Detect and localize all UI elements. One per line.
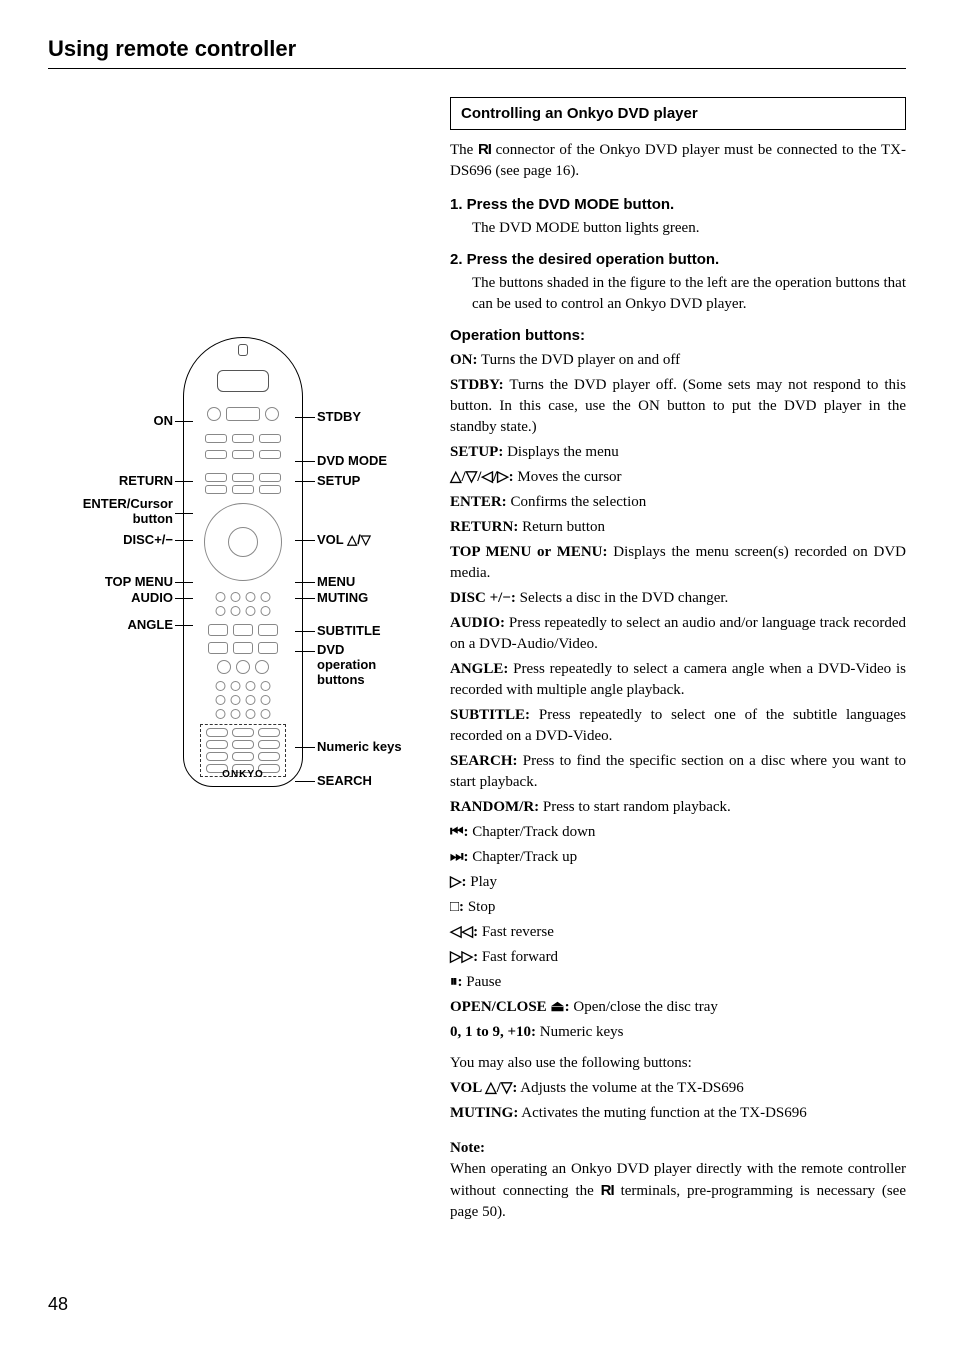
diagram-label: SEARCH (317, 773, 372, 788)
operation-line: ON: Turns the DVD player on and off (450, 350, 906, 371)
diagram-label: DISC+/− (123, 532, 173, 547)
remote-row (216, 606, 271, 616)
remote-diagram: ONKYO ON RETURN ENTER/Cursorbutton DISC+/− T… (48, 337, 418, 1037)
diagram-label: RETURN (119, 473, 173, 488)
intro-paragraph: The RI connector of the Onkyo DVD player… (450, 139, 906, 182)
operation-line: STDBY: Turns the DVD player off. (Some s… (450, 375, 906, 438)
remote-row (216, 695, 271, 705)
diagram-label: Numeric keys (317, 739, 402, 754)
leader-line (295, 417, 315, 418)
left-column: ONKYO ON RETURN ENTER/Cursorbutton DISC+/− T… (48, 97, 418, 1223)
operation-line: △/▽/◁/▷: Moves the cursor (450, 467, 906, 488)
operation-line: RETURN: Return button (450, 517, 906, 538)
remote-ir-tip (238, 344, 248, 356)
operation-line: SUBTITLE: Press repeatedly to select one… (450, 705, 906, 747)
diagram-label: TOP MENU (105, 574, 173, 589)
step: 2. Press the desired operation button. Th… (450, 249, 906, 315)
leader-line (295, 582, 315, 583)
operation-line: MUTING: Activates the muting function at… (450, 1103, 906, 1124)
leader-line (295, 631, 315, 632)
main-columns: ONKYO ON RETURN ENTER/Cursorbutton DISC+/− T… (48, 97, 906, 1223)
leader-line (175, 582, 193, 583)
note-heading: Note: (450, 1138, 906, 1159)
diagram-label: ON (154, 413, 174, 428)
diagram-label: DVDoperationbuttons (317, 643, 376, 688)
remote-row-power (207, 407, 279, 421)
operation-line: □: Stop (450, 897, 906, 918)
remote-body: ONKYO (183, 337, 303, 787)
operation-line: ENTER: Confirms the selection (450, 492, 906, 513)
diagram-label: AUDIO (131, 590, 173, 605)
diagram-label: ANGLE (128, 617, 174, 632)
leader-line (175, 481, 193, 482)
remote-row (205, 485, 281, 494)
leader-line (175, 598, 193, 599)
leader-line (295, 651, 315, 652)
section-header: Controlling an Onkyo DVD player (450, 97, 906, 130)
step-title: 1. Press the DVD MODE button. (450, 194, 906, 215)
operation-line: ⏭: Chapter/Track up (450, 847, 906, 868)
remote-row (205, 434, 281, 443)
step-body: The buttons shaded in the figure to the … (450, 273, 906, 315)
step-title: 2. Press the desired operation button. (450, 249, 906, 270)
operation-buttons-heading: Operation buttons: (450, 325, 906, 346)
diagram-label: SUBTITLE (317, 623, 381, 638)
leader-line (175, 513, 193, 514)
page-title: Using remote controller (48, 36, 906, 69)
leader-line (295, 781, 315, 782)
leader-line (295, 747, 315, 748)
remote-row-playback (208, 642, 278, 654)
leader-line (175, 540, 193, 541)
diagram-label: SETUP (317, 473, 360, 488)
operation-line: AUDIO: Press repeatedly to select an aud… (450, 613, 906, 655)
remote-row (216, 709, 271, 719)
operation-line: VOL △/▽: Adjusts the volume at the TX-DS… (450, 1078, 906, 1099)
remote-row (217, 660, 269, 674)
leader-line (295, 481, 315, 482)
remote-row-playback (208, 624, 278, 636)
remote-dpad (204, 503, 282, 581)
leader-line (175, 421, 193, 422)
operation-line: SETUP: Displays the menu (450, 442, 906, 463)
diagram-label: ENTER/Cursorbutton (83, 497, 173, 527)
right-column: Controlling an Onkyo DVD player The RI c… (450, 97, 906, 1223)
diagram-label: MENU (317, 574, 355, 589)
operation-line: ▷: Play (450, 872, 906, 893)
remote-lcd (217, 370, 269, 392)
remote-row (216, 592, 271, 602)
leader-line (295, 598, 315, 599)
operation-line: ⏸: Pause (450, 972, 906, 993)
operation-line: ▷▷: Fast forward (450, 947, 906, 968)
diagram-label: DVD MODE (317, 453, 387, 468)
diagram-label: VOL △/▽ (317, 532, 371, 548)
diagram-label: MUTING (317, 590, 368, 605)
leader-line (175, 625, 193, 626)
note-body: When operating an Onkyo DVD player direc… (450, 1159, 906, 1223)
operation-line: 0, 1 to 9, +10: Numeric keys (450, 1022, 906, 1043)
remote-row (216, 681, 271, 691)
step-body: The DVD MODE button lights green. (450, 218, 906, 239)
remote-brand-logo: ONKYO (222, 769, 264, 780)
remote-row (205, 450, 281, 459)
remote-row (205, 473, 281, 482)
operation-line: RANDOM/R: Press to start random playback… (450, 797, 906, 818)
operation-line: DISC +/−: Selects a disc in the DVD chan… (450, 588, 906, 609)
operation-line: OPEN/CLOSE ⏏: Open/close the disc tray (450, 997, 906, 1018)
operation-line: SEARCH: Press to find the specific secti… (450, 751, 906, 793)
leader-line (295, 540, 315, 541)
diagram-label: STDBY (317, 409, 361, 424)
page-number: 48 (48, 1294, 68, 1315)
operation-line: ◁◁: Fast reverse (450, 922, 906, 943)
step: 1. Press the DVD MODE button. The DVD MOD… (450, 194, 906, 239)
leader-line (295, 461, 315, 462)
operation-line: ANGLE: Press repeatedly to select a came… (450, 659, 906, 701)
operation-line: TOP MENU or MENU: Displays the menu scre… (450, 542, 906, 584)
operation-line: ⏮: Chapter/Track down (450, 822, 906, 843)
also-use-text: You may also use the following buttons: (450, 1053, 906, 1074)
